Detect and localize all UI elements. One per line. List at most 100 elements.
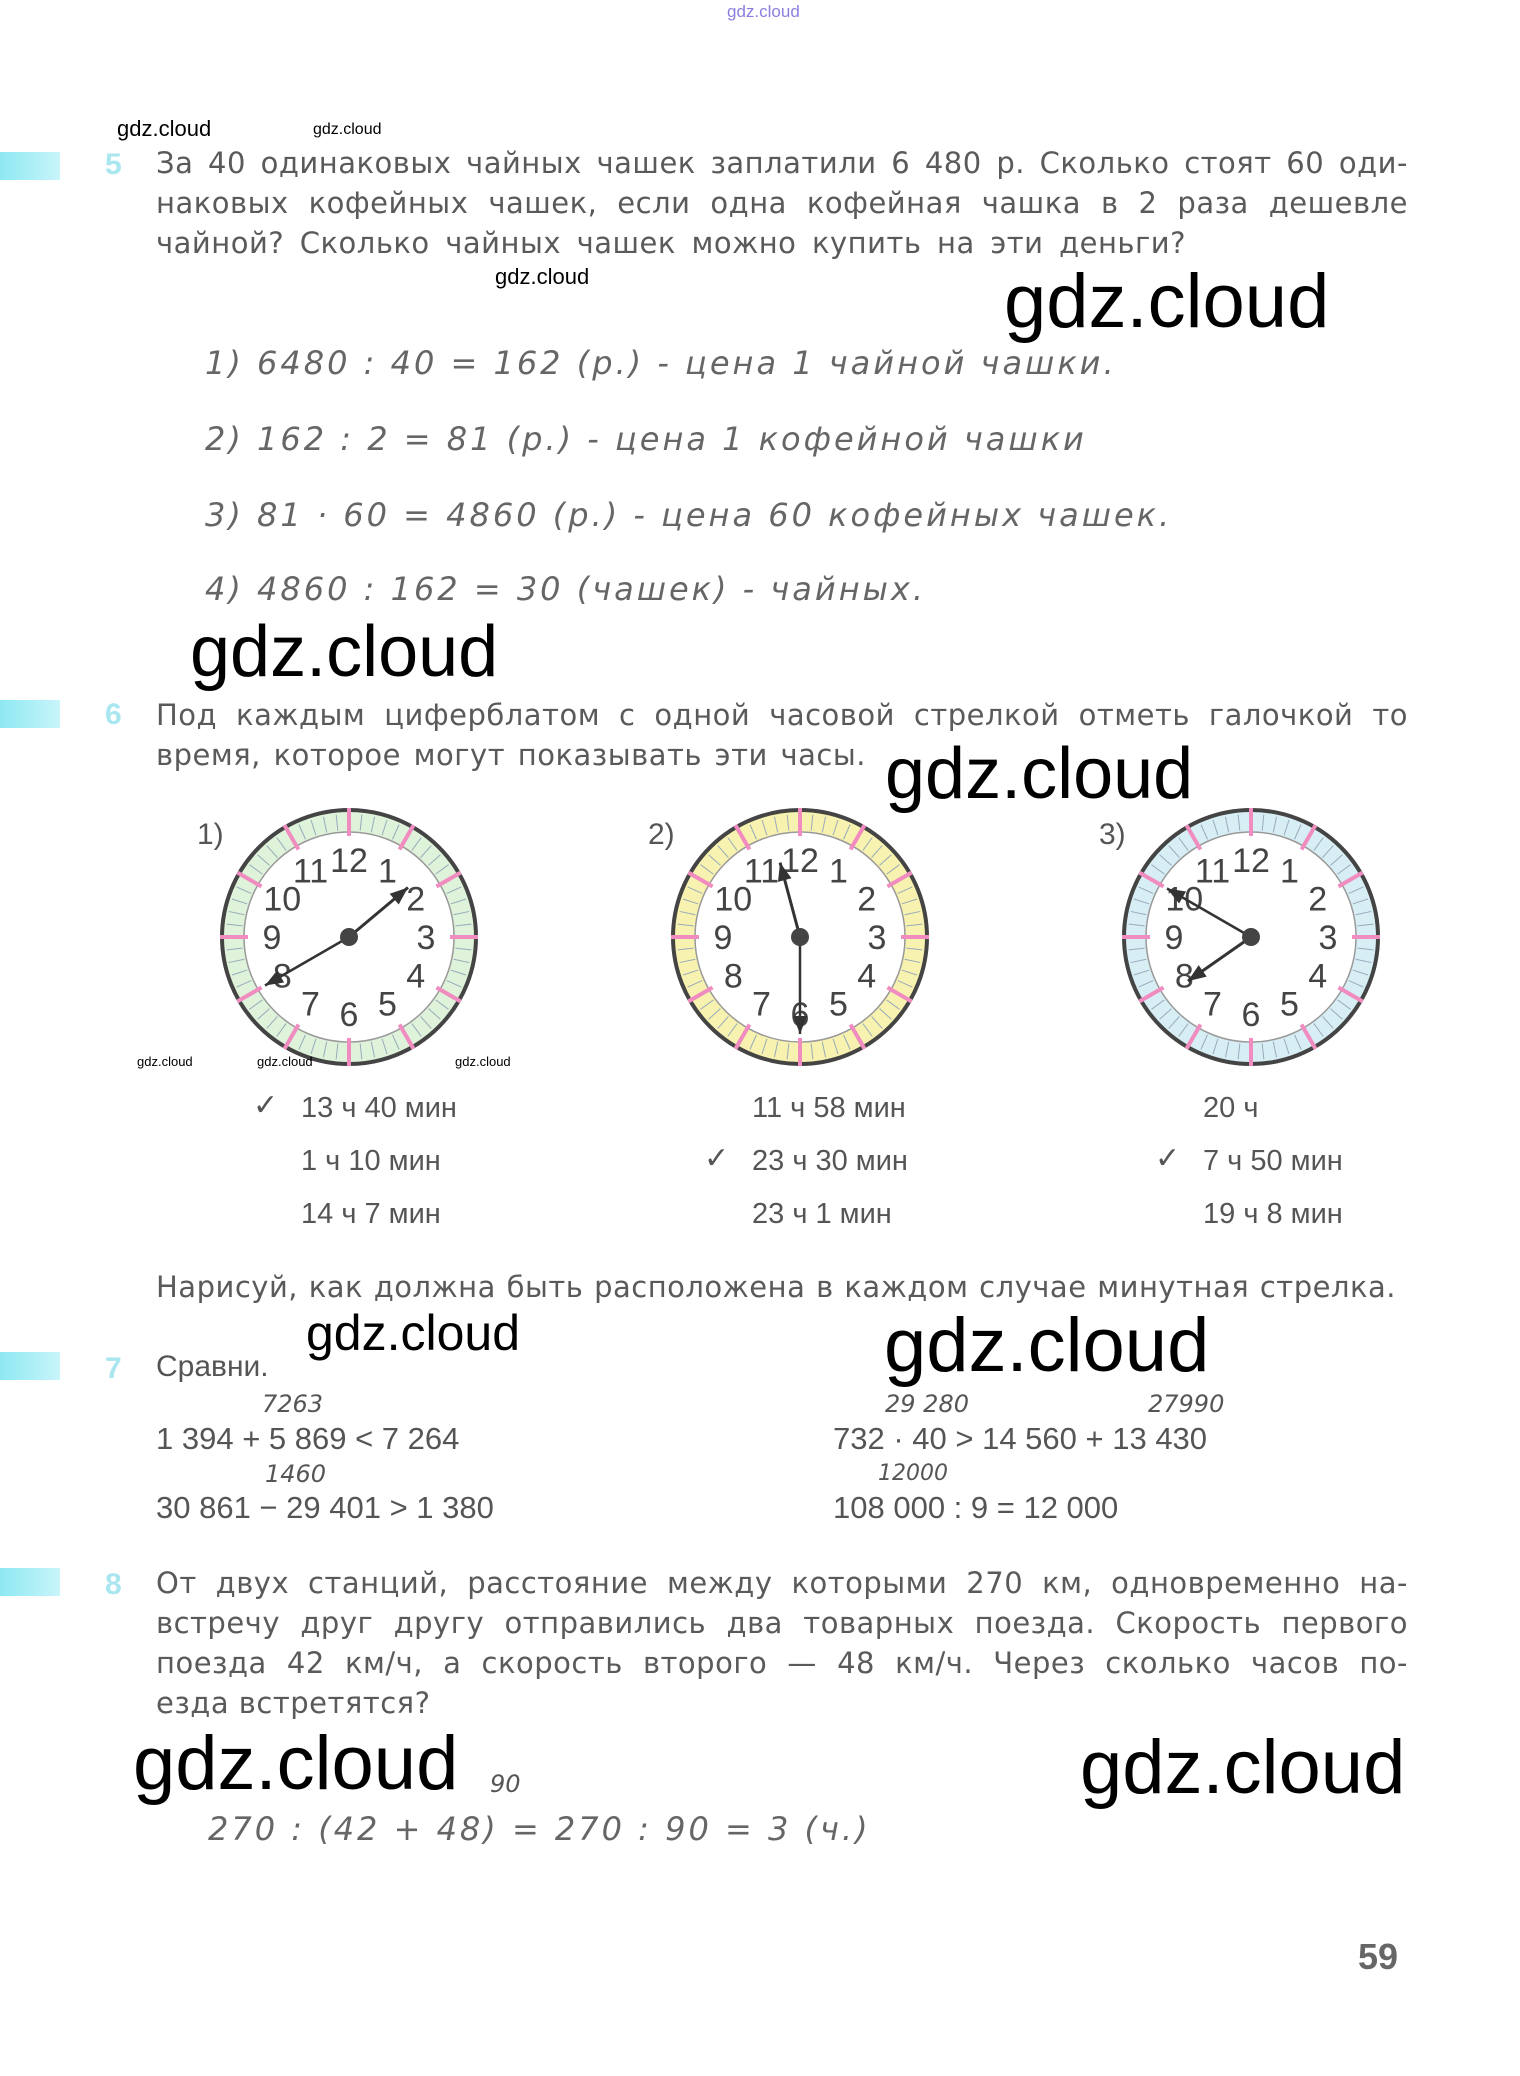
tick: [226, 947, 243, 951]
watermark: gdz.cloud: [133, 1721, 459, 1806]
tick: [1151, 864, 1165, 875]
clock-numeral: 4: [406, 958, 425, 996]
time-option[interactable]: 19 ч 8 мин: [1203, 1198, 1343, 1230]
note: 1460: [265, 1460, 327, 1488]
tick: [1168, 845, 1180, 858]
tick: [886, 864, 900, 875]
tick: [1337, 864, 1351, 875]
tick: [687, 985, 714, 1004]
tick: [276, 837, 287, 851]
tick: [1337, 999, 1351, 1010]
time-option[interactable]: 23 ч 1 мин: [752, 1198, 892, 1230]
tick: [231, 898, 248, 905]
tick: [381, 1038, 388, 1055]
watermark: gdz.cloud: [257, 1054, 313, 1069]
note: 90: [490, 1770, 521, 1798]
tick: [733, 1023, 752, 1050]
time-option[interactable]: 13 ч 40 мин: [301, 1092, 457, 1124]
tick: [392, 1034, 400, 1050]
tick: [370, 1041, 376, 1058]
tick: [228, 910, 245, 916]
tick: [1184, 824, 1203, 851]
comparison: 108 000 : 9 = 12 000: [833, 1490, 1119, 1525]
tick: [727, 837, 738, 851]
clock-numeral: 10: [714, 881, 752, 919]
tick: [886, 999, 900, 1010]
tick: [733, 824, 752, 851]
task5-line: наковых кофейных чашек, если одна кофейн…: [156, 186, 1408, 220]
task-number: 8: [105, 1568, 122, 1601]
tick: [453, 958, 470, 964]
time-option[interactable]: 7 ч 50 мин: [1203, 1145, 1343, 1177]
tick: [1151, 999, 1165, 1010]
clock-numeral: 8: [1175, 958, 1194, 996]
time-option[interactable]: 11 ч 58 мин: [752, 1092, 906, 1124]
note: 29 280: [885, 1390, 969, 1418]
tick: [1299, 824, 1318, 851]
time-option[interactable]: 20 ч: [1203, 1092, 1259, 1124]
tick: [1357, 947, 1374, 951]
task8-line: поезда 42 км/ч, а скорость второго — 48 …: [156, 1646, 1408, 1680]
clock-center: [340, 928, 358, 946]
task6-footer: Нарисуй, как должна быть расположена в к…: [156, 1270, 1396, 1304]
tick: [1272, 816, 1278, 833]
task7-title: Сравни.: [156, 1350, 269, 1383]
tick: [435, 999, 449, 1010]
watermark: gdz.cloud: [190, 612, 499, 692]
tick: [435, 870, 462, 889]
watermark: gdz.cloud: [884, 1303, 1210, 1388]
tick: [862, 1023, 873, 1037]
check-mark[interactable]: ✓: [704, 1142, 730, 1175]
time-option[interactable]: 23 ч 30 мин: [752, 1145, 908, 1177]
tick: [843, 824, 851, 840]
tick: [298, 824, 306, 840]
tick: [411, 1023, 422, 1037]
tick: [236, 980, 252, 988]
watermark: gdz.cloud: [306, 1305, 521, 1361]
tick: [1184, 1023, 1203, 1050]
tick: [1299, 1023, 1318, 1050]
clock-numeral: 5: [829, 986, 848, 1024]
watermark: gdz.cloud: [1080, 1725, 1406, 1810]
tick: [322, 816, 328, 833]
time-option[interactable]: 1 ч 10 мин: [301, 1145, 441, 1177]
tick: [1261, 1043, 1265, 1060]
tick: [236, 886, 252, 894]
watermark: gdz.cloud: [885, 734, 1194, 814]
tick: [1352, 898, 1369, 905]
clock-numeral: 1: [378, 852, 397, 890]
tick: [687, 870, 714, 889]
tick: [761, 819, 768, 836]
tick: [359, 1043, 363, 1060]
clock-face: 121234567891011: [671, 808, 929, 1066]
task8-line: езда встретятся?: [156, 1686, 431, 1720]
solution-line: 270 : (42 + 48) = 270 : 90 = 3 (ч.): [208, 1810, 871, 1848]
check-mark[interactable]: ✓: [1155, 1142, 1181, 1175]
tick: [1200, 1034, 1208, 1050]
tick: [420, 845, 432, 858]
task-marker: [0, 700, 60, 728]
check-mark[interactable]: ✓: [253, 1089, 279, 1122]
tick: [717, 1016, 729, 1029]
tick: [1313, 837, 1324, 851]
tick: [236, 985, 263, 1004]
tick: [1133, 969, 1150, 976]
tick: [236, 870, 263, 889]
tick: [249, 864, 263, 875]
tick: [231, 969, 248, 976]
tick: [1237, 1043, 1241, 1060]
task-marker: [0, 152, 60, 180]
clock-numeral: 10: [263, 881, 301, 919]
tick: [761, 1038, 768, 1055]
page-number: 59: [1358, 1936, 1399, 1977]
tick: [906, 947, 923, 951]
tick: [455, 947, 472, 951]
tick: [1330, 854, 1343, 866]
tick: [1355, 958, 1372, 964]
tick: [322, 1041, 328, 1058]
tick: [682, 898, 699, 905]
tick: [832, 1038, 839, 1055]
time-option[interactable]: 14 ч 7 мин: [301, 1198, 441, 1230]
solution-line: 3) 81 · 60 = 4860 (р.) - цена 60 кофейны…: [205, 496, 1173, 534]
tick: [1330, 1008, 1343, 1020]
